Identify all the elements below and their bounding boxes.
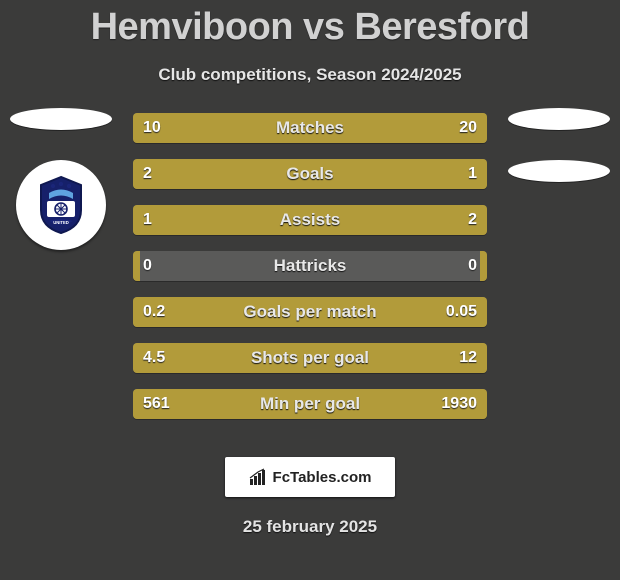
stat-label: Min per goal bbox=[133, 389, 487, 419]
stat-row: 00Hattricks bbox=[133, 251, 487, 281]
club-logo-placeholder bbox=[508, 160, 610, 182]
stat-label: Hattricks bbox=[133, 251, 487, 281]
stat-row: 4.512Shots per goal bbox=[133, 343, 487, 373]
player-photo-placeholder bbox=[508, 108, 610, 130]
page-title: Hemviboon vs Beresford bbox=[0, 0, 620, 49]
fctables-label: FcTables.com bbox=[273, 469, 372, 486]
stat-label: Shots per goal bbox=[133, 343, 487, 373]
stat-row: 1020Matches bbox=[133, 113, 487, 143]
stat-row: 5611930Min per goal bbox=[133, 389, 487, 419]
right-player-column bbox=[508, 108, 610, 212]
comparison-content: UNITED 1020Matches 21Goals 12Assists 00Hatt… bbox=[0, 113, 620, 435]
club-logo-left: UNITED bbox=[16, 160, 106, 250]
stat-label: Goals per match bbox=[133, 297, 487, 327]
stat-label: Matches bbox=[133, 113, 487, 143]
stat-label: Goals bbox=[133, 159, 487, 189]
stats-bars: 1020Matches 21Goals 12Assists 00Hattricks 0.… bbox=[133, 113, 487, 435]
comparison-date: 25 february 2025 bbox=[0, 517, 620, 537]
chart-icon bbox=[249, 468, 267, 486]
stat-row: 0.20.05Goals per match bbox=[133, 297, 487, 327]
left-player-column: UNITED bbox=[10, 108, 112, 250]
page-subtitle: Club competitions, Season 2024/2025 bbox=[0, 65, 620, 85]
stat-row: 21Goals bbox=[133, 159, 487, 189]
buriram-crest-icon: UNITED bbox=[31, 175, 91, 235]
player-photo-placeholder bbox=[10, 108, 112, 130]
stat-row: 12Assists bbox=[133, 205, 487, 235]
fctables-branding: FcTables.com bbox=[225, 457, 395, 497]
stat-label: Assists bbox=[133, 205, 487, 235]
svg-text:UNITED: UNITED bbox=[53, 220, 69, 225]
